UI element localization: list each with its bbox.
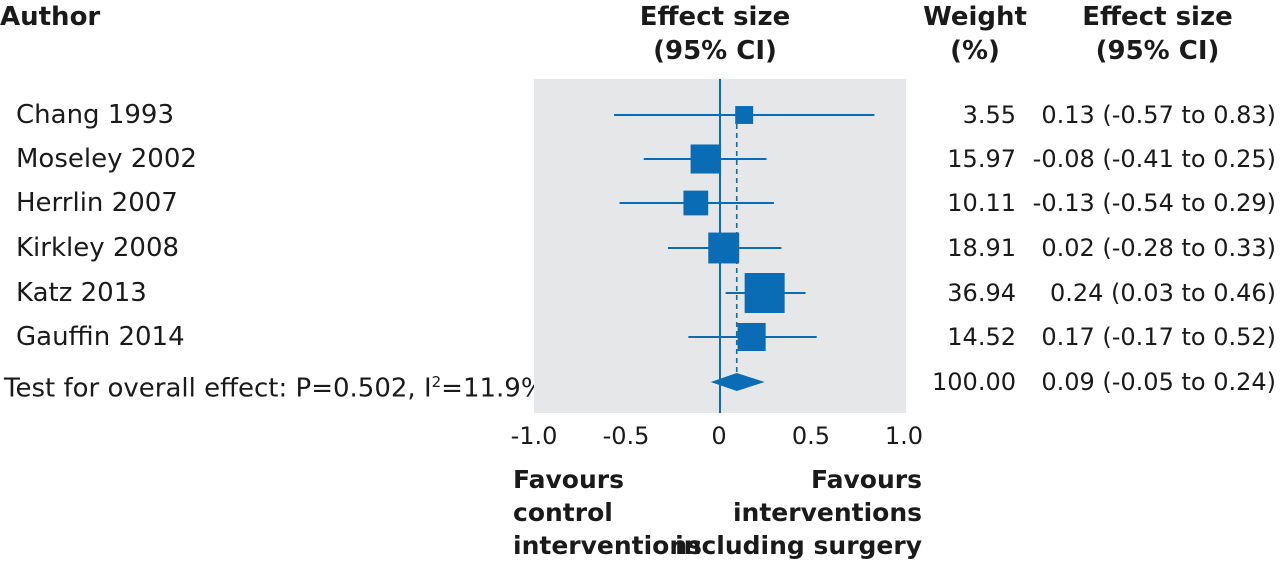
weight-value-overall: 100.00 [932,368,1016,396]
ci-text: -0.13 (-0.54 to 0.29) [1032,189,1276,217]
ci-text: 0.24 (0.03 to 0.46) [1049,279,1276,307]
x-tick-label: -0.5 [602,422,650,450]
overall-label-sup: 2 [431,373,442,391]
ci-text: 0.02 (-0.28 to 0.33) [1041,234,1276,262]
header-ci-line1: Effect size [1082,2,1233,32]
study-marker [708,232,740,264]
header-author: Author [0,2,101,32]
x-tick-label: -1.0 [510,422,558,450]
weight-value: 15.97 [947,145,1016,173]
favours-left-line: control [513,498,613,527]
weight-value: 10.11 [947,189,1016,217]
ci-text: 0.17 (-0.17 to 0.52) [1041,323,1276,351]
ci-text-overall: 0.09 (-0.05 to 0.24) [1041,368,1276,396]
overall-diamond [710,373,765,391]
header-ci: Effect size (95% CI) [1045,0,1270,68]
study-marker [744,273,785,313]
weight-value: 14.52 [947,323,1016,351]
study-marker [690,144,720,174]
study-label: Gauffin 2014 [16,322,185,352]
favours-left-line: Favours [513,465,624,494]
ci-text: -0.08 (-0.41 to 0.25) [1032,145,1276,173]
header-effect-size-line2: (95% CI) [653,36,777,66]
study-label: Moseley 2002 [16,144,197,174]
x-tick-label: 1.0 [884,422,924,450]
overall-label-prefix: Test for overall effect: P=0.502, I [4,373,432,404]
weight-value: 18.91 [947,234,1016,262]
favours-right: Favours interventions including surgery [675,463,922,562]
header-effect-size-line1: Effect size [639,2,791,32]
favours-left: Favours control interventions [513,463,702,562]
study-label: Kirkley 2008 [16,233,180,263]
weight-value: 3.55 [962,101,1016,129]
favours-left-line: interventions [513,531,703,560]
ci-text: 0.13 (-0.57 to 0.83) [1041,101,1276,129]
header-weight-line2: (%) [950,36,1000,66]
overall-label: Test for overall effect: P=0.502, I2=11.… [4,366,546,405]
study-label: Herrlin 2007 [16,188,178,218]
header-weight-line1: Weight [923,2,1027,32]
study-marker [683,190,709,216]
study-marker [737,322,766,352]
favours-right-line: interventions [732,498,922,527]
study-label: Chang 1993 [16,100,174,130]
x-tick-label: 0 [711,422,727,450]
favours-right-line: Favours [811,465,922,494]
overall-label-suffix: =11.9% [441,373,546,404]
study-marker [735,106,754,124]
header-ci-line2: (95% CI) [1095,36,1220,66]
favours-right-line: including surgery [675,531,922,560]
header-effect-size: Effect size (95% CI) [600,0,830,68]
header-weight: Weight (%) [915,0,1035,68]
x-tick-label: 0.5 [791,422,831,450]
study-label: Katz 2013 [16,278,147,308]
weight-value: 36.94 [947,279,1016,307]
